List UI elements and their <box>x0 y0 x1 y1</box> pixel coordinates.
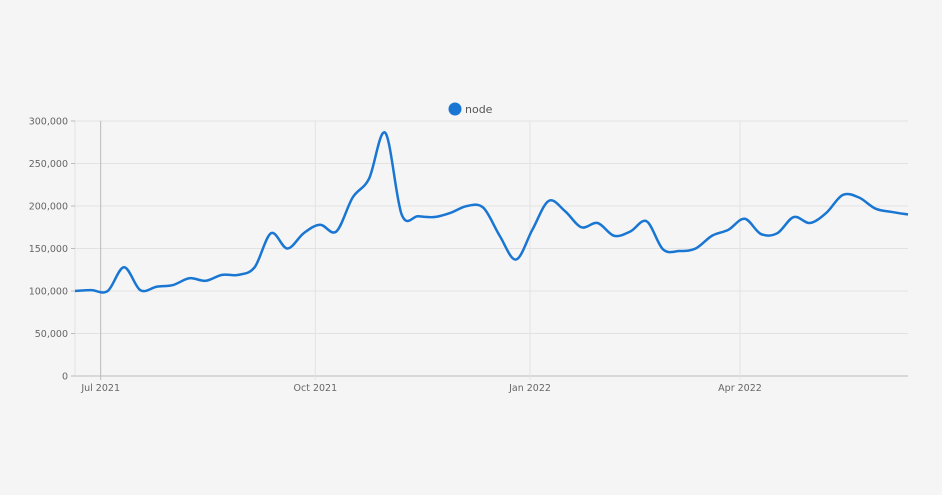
data-point[interactable] <box>333 229 339 235</box>
data-point[interactable] <box>676 248 682 254</box>
data-point[interactable] <box>823 210 829 216</box>
data-point[interactable] <box>382 130 388 136</box>
data-point[interactable] <box>350 195 356 201</box>
data-point[interactable] <box>121 264 127 270</box>
data-point[interactable] <box>889 209 895 215</box>
data-point[interactable] <box>154 284 160 290</box>
data-point[interactable] <box>693 246 699 252</box>
data-point[interactable] <box>448 210 454 216</box>
data-point[interactable] <box>431 214 437 220</box>
data-point[interactable] <box>317 222 323 228</box>
data-point[interactable] <box>774 230 780 236</box>
y-tick-label: 50,000 <box>35 329 68 340</box>
x-tick-label: Jul 2021 <box>80 383 120 394</box>
data-point[interactable] <box>301 230 307 236</box>
data-point[interactable] <box>105 288 111 294</box>
legend[interactable]: node <box>448 102 493 117</box>
data-point[interactable] <box>366 176 372 182</box>
data-point[interactable] <box>72 288 78 294</box>
data-point[interactable] <box>137 287 143 293</box>
series-lines <box>72 130 911 294</box>
data-point[interactable] <box>88 287 94 293</box>
data-point[interactable] <box>791 214 797 220</box>
data-point[interactable] <box>415 213 421 219</box>
y-tick-label: 100,000 <box>29 287 68 298</box>
data-point[interactable] <box>170 282 176 288</box>
data-point[interactable] <box>529 227 535 233</box>
y-tick-label: 250,000 <box>29 159 68 170</box>
data-point[interactable] <box>872 206 878 212</box>
x-axis: Jul 2021 Oct 2021 Jan 2022 Apr 2022 <box>80 383 761 394</box>
data-point[interactable] <box>742 216 748 222</box>
data-point[interactable] <box>399 212 405 218</box>
data-point[interactable] <box>595 220 601 226</box>
legend-marker-node <box>448 102 462 116</box>
y-tick-label: 300,000 <box>29 117 68 128</box>
x-tick-label: Apr 2022 <box>718 383 762 394</box>
data-point[interactable] <box>856 195 862 201</box>
x-tick-label: Jan 2022 <box>508 383 551 394</box>
series-line-node <box>74 131 909 294</box>
data-point[interactable] <box>546 198 552 204</box>
data-point[interactable] <box>480 205 486 211</box>
data-point[interactable] <box>252 264 258 270</box>
data-point[interactable] <box>186 275 192 281</box>
data-point[interactable] <box>758 231 764 237</box>
legend-label-node: node <box>465 103 493 116</box>
data-point[interactable] <box>513 257 519 263</box>
data-point[interactable] <box>284 246 290 252</box>
data-point[interactable] <box>644 218 650 224</box>
x-tick-label: Oct 2021 <box>294 383 338 394</box>
y-tick-label: 0 <box>62 372 68 383</box>
data-point[interactable] <box>562 208 568 214</box>
data-point[interactable] <box>497 233 503 239</box>
grid <box>74 120 908 380</box>
data-point[interactable] <box>627 229 633 235</box>
data-point[interactable] <box>203 278 209 284</box>
y-axis: 0 50,000 100,000 150,000 200,000 250,000 300,0… <box>29 117 75 383</box>
data-point[interactable] <box>807 220 813 226</box>
data-point[interactable] <box>905 212 911 218</box>
data-point[interactable] <box>660 246 666 252</box>
data-point[interactable] <box>268 230 274 236</box>
data-point[interactable] <box>725 227 731 233</box>
y-tick-label: 150,000 <box>29 244 68 255</box>
data-point[interactable] <box>840 192 846 198</box>
data-point[interactable] <box>219 272 225 278</box>
data-point[interactable] <box>464 203 470 209</box>
data-point[interactable] <box>235 272 241 278</box>
y-tick-label: 200,000 <box>29 202 68 213</box>
data-point[interactable] <box>611 233 617 239</box>
data-point[interactable] <box>709 233 715 239</box>
data-point[interactable] <box>578 224 584 230</box>
